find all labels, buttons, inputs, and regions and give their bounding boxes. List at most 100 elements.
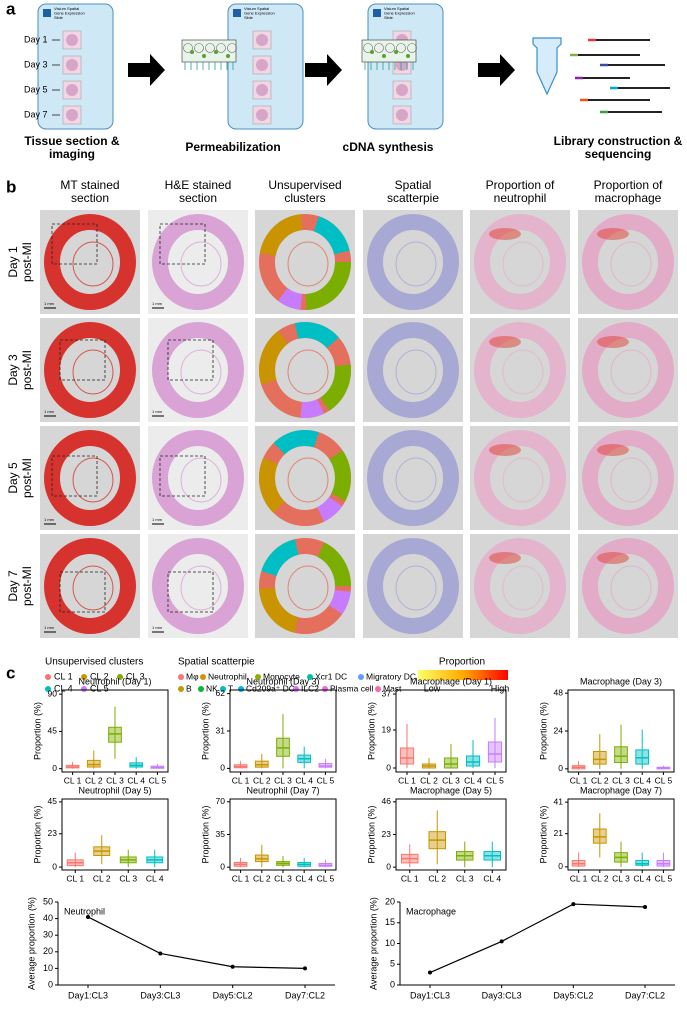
cell [216, 43, 226, 53]
legend-title: Proportion [439, 657, 485, 668]
slide-label: Visium Spatial [384, 6, 409, 11]
heart-section [474, 214, 566, 310]
day-label: Day 7 [24, 109, 48, 119]
color-scale [418, 670, 508, 680]
x-tick-label: CL 4 [295, 775, 313, 785]
column-header: Unsupervised [268, 178, 341, 192]
x-tick-label: CL 4 [464, 775, 482, 785]
y-tick-label: 0 [558, 861, 563, 871]
legend-label: Cd209a⁺ DC [246, 683, 295, 693]
column-header: clusters [284, 191, 325, 205]
hotspot [597, 552, 629, 564]
x-tick-label: CL 3 [442, 775, 460, 785]
heart-section [367, 322, 459, 418]
day-label: Day 1 [24, 34, 48, 44]
lumen [72, 349, 114, 395]
box [108, 726, 122, 743]
arrow [128, 54, 165, 86]
column-header: scatterpie [387, 191, 439, 205]
chart-title: Macrophage [406, 906, 456, 916]
row-label: post-MI [20, 350, 34, 390]
point [86, 914, 90, 919]
cell [183, 43, 193, 53]
x-tick-label: CL 3 [274, 873, 292, 883]
chart-title: Neutrophil (Day 3) [246, 676, 319, 686]
y-tick-label: 0 [386, 861, 391, 871]
lumen [180, 349, 222, 395]
legend-dot [238, 686, 244, 692]
legend-label: T [228, 683, 233, 693]
panel-label: b [6, 177, 16, 196]
point [499, 939, 504, 944]
scale-label: 1 mm [152, 301, 163, 306]
y-tick-label: 0 [220, 861, 225, 871]
y-tick-label: 0 [48, 979, 53, 989]
tube [532, 37, 562, 96]
x-tick-label: CL 1 [232, 873, 250, 883]
y-tick-label: 15 [385, 917, 395, 927]
y-axis-label: Proportion (%) [200, 702, 210, 760]
x-tick-label: CL 4 [633, 873, 651, 883]
y-tick-label: 30 [43, 930, 53, 940]
chart-title: Macrophage (Day 1) [410, 676, 492, 686]
chart-title: Macrophage (Day 7) [580, 785, 662, 795]
cluster-region [259, 430, 351, 526]
cell [194, 43, 204, 53]
tissue [256, 59, 268, 71]
tissue [256, 34, 268, 46]
y-tick-label: 90 [48, 688, 58, 698]
row-label: post-MI [20, 566, 34, 606]
slide-label: Gene Expression [54, 11, 85, 16]
column-header: Proportion of [486, 178, 555, 192]
box [86, 759, 101, 768]
y-tick-label: 45 [48, 726, 58, 736]
y-tick-label: 0 [220, 763, 225, 773]
y-axis-label: Proportion (%) [538, 702, 548, 760]
tissue [66, 84, 78, 96]
box [465, 755, 481, 767]
y-axis-label: Proportion (%) [538, 805, 548, 863]
column-header: Spatial [395, 178, 432, 192]
lumen [395, 349, 437, 395]
tissue [256, 109, 268, 121]
legend-dot [178, 674, 184, 680]
legend-dot [178, 686, 184, 692]
y-tick-label: 48 [554, 687, 564, 697]
cluster-region [259, 430, 351, 526]
day-label: Day 3 [24, 59, 48, 69]
lumen [395, 241, 437, 287]
heart-section [44, 322, 136, 418]
lumen [180, 457, 222, 503]
box [592, 828, 607, 844]
hotspot [597, 228, 629, 240]
y-tick-label: 31 [216, 725, 226, 735]
column-header: macrophage [595, 191, 662, 205]
x-tick-label: CL 2 [420, 775, 438, 785]
arrow [305, 54, 342, 86]
tissue [66, 34, 78, 46]
legend-dot [322, 686, 328, 692]
legend-label: Xcr1 DC [315, 671, 347, 681]
cell [227, 43, 237, 53]
x-tick-label: CL 3 [612, 873, 630, 883]
lumen [72, 241, 114, 287]
x-tick-label: CL 5 [655, 873, 673, 883]
y-tick-label: 41 [554, 796, 564, 806]
tissue-zoom [361, 39, 417, 63]
heart-section [152, 322, 244, 418]
column-header: neutrophil [494, 191, 547, 205]
lumen [72, 565, 114, 611]
lumen [502, 241, 544, 287]
heart-section [152, 538, 244, 634]
y-axis-label: Average proportion (%) [368, 897, 378, 990]
box [443, 757, 459, 769]
heart-section [367, 214, 459, 310]
y-tick-label: 70 [216, 796, 226, 806]
scale-label: 1 mm [44, 409, 55, 414]
slide-icon [43, 9, 51, 17]
heart-section [474, 430, 566, 526]
zoom-box [59, 339, 106, 381]
x-tick-label: CL 3 [612, 775, 630, 785]
legend-dot [255, 674, 261, 680]
x-tick-label: Day7:CL2 [625, 990, 665, 1000]
